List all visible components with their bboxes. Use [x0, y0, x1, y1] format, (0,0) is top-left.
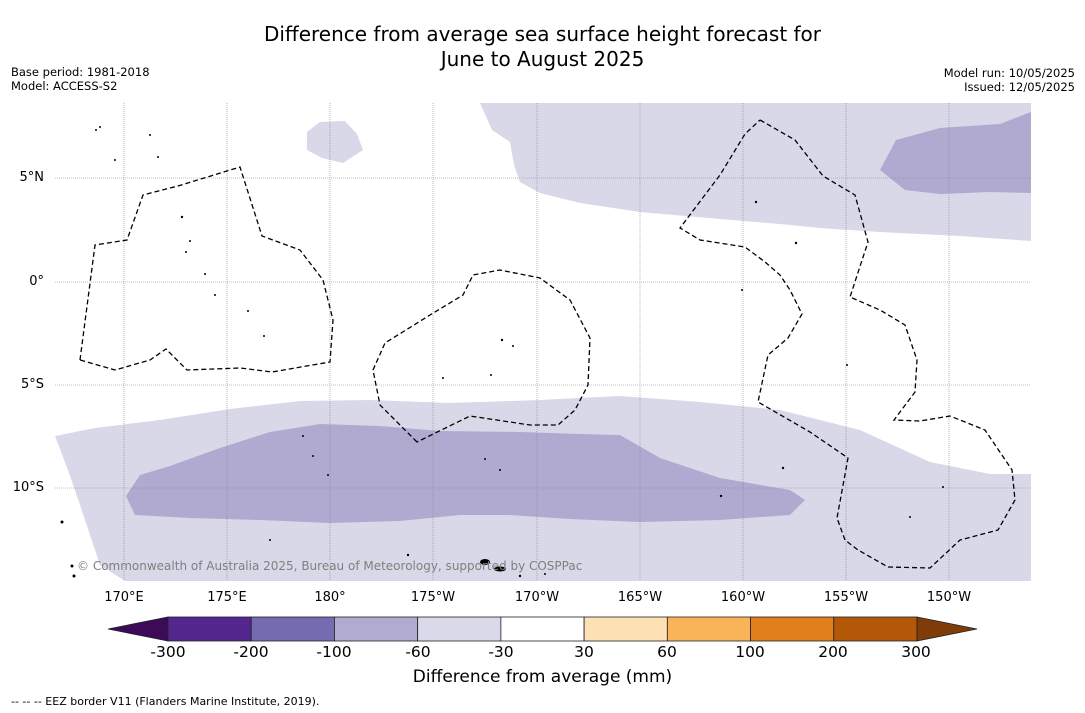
eez-kiribati-line — [679, 119, 1016, 569]
cb-tick-label: -100 — [316, 643, 352, 661]
north-light-anomaly — [480, 103, 1031, 241]
lat-label-5s: 5°S — [20, 377, 44, 392]
north-mid-anomaly — [880, 112, 1031, 194]
map-area — [55, 103, 1031, 581]
lon-label-180: 180° — [314, 590, 346, 605]
grid-lines — [55, 103, 1031, 581]
colorbar-extend-low — [107, 616, 169, 642]
lat-label-0: 0° — [29, 274, 44, 289]
cb-tick-label: -200 — [233, 643, 269, 661]
lat-label-10s: 10°S — [12, 480, 44, 495]
colorbar-segment — [334, 616, 419, 642]
cb-tick-label: -300 — [150, 643, 186, 661]
eez-borders — [79, 119, 1016, 569]
eez-kiribati-phoenix — [372, 269, 591, 443]
colorbar-segment — [167, 616, 252, 642]
copyright-notice: © Commonwealth of Australia 2025, Bureau… — [77, 559, 583, 573]
south-mid-anomaly — [126, 424, 805, 523]
lon-label-170e: 170°E — [104, 590, 144, 605]
lon-label-150w: 150°W — [926, 590, 972, 605]
colorbar-segment — [500, 616, 585, 642]
cb-tick-label: -60 — [405, 643, 431, 661]
small-light-patch — [307, 121, 363, 163]
islands — [60, 126, 944, 578]
title-line-1: Difference from average sea surface heig… — [263, 22, 822, 46]
model-text: Model: ACCESS-S2 — [11, 79, 118, 93]
colorbar-segment — [666, 616, 751, 642]
map-title: Difference from average sea surface heig… — [0, 22, 1085, 72]
colorbar-segment — [583, 616, 668, 642]
colorbar-segment — [833, 616, 918, 642]
cb-tick-label: 100 — [735, 643, 765, 661]
cb-tick-label: 30 — [574, 643, 594, 661]
title-line-2: June to August 2025 — [440, 47, 645, 71]
cb-tick-label: 300 — [901, 643, 931, 661]
colorbar-segment — [250, 616, 335, 642]
cb-tick-label: 60 — [657, 643, 677, 661]
colorbar-segment — [750, 616, 835, 642]
base-period-text: Base period: 1981-2018 — [11, 65, 150, 79]
colorbar-label: Difference from average (mm) — [412, 667, 673, 687]
colorbar-extend-high — [916, 616, 978, 642]
lon-label-170w: 170°W — [514, 590, 560, 605]
info-right: Model run: 10/05/2025 Issued: 12/05/2025 — [944, 66, 1075, 94]
lon-label-160w: 160°W — [720, 590, 766, 605]
eez-kiribati-gilberts — [79, 166, 334, 373]
lon-label-165w: 165°W — [617, 590, 663, 605]
cb-tick-label: -30 — [488, 643, 514, 661]
lon-label-155w: 155°W — [823, 590, 869, 605]
issued-text: Issued: 12/05/2025 — [964, 80, 1075, 94]
lon-label-175e: 175°E — [207, 590, 247, 605]
lat-label-5n: 5°N — [19, 170, 45, 185]
lon-label-175w: 175°W — [410, 590, 456, 605]
colorbar — [107, 616, 978, 642]
info-left: Base period: 1981-2018 Model: ACCESS-S2 — [11, 65, 150, 93]
cb-tick-label: 200 — [818, 643, 848, 661]
model-run-text: Model run: 10/05/2025 — [943, 66, 1075, 80]
colorbar-segment — [417, 616, 502, 642]
eez-footnote: -- -- -- EEZ border V11 (Flanders Marine… — [11, 695, 320, 708]
